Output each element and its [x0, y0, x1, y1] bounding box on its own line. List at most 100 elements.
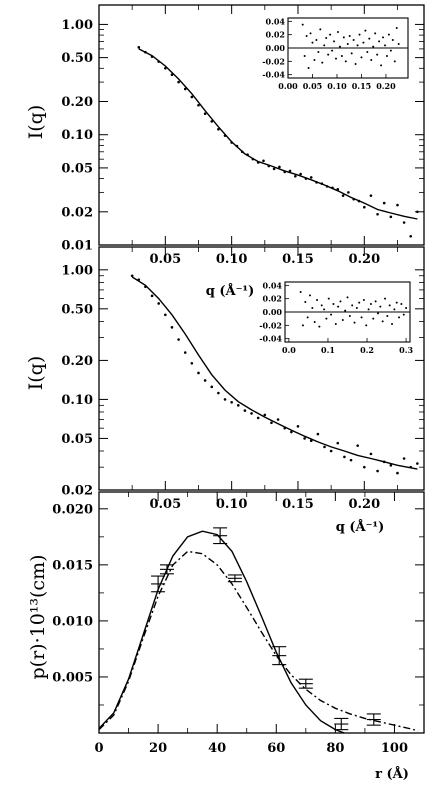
inset-data-point [338, 45, 341, 48]
data-point [363, 465, 366, 469]
y-tick-label: 0.01 [61, 239, 93, 254]
data-point [363, 205, 366, 209]
inset-data-point [376, 312, 379, 315]
data-point [304, 177, 308, 180]
y-tick-label: 0.010 [52, 614, 93, 629]
data-point [197, 371, 200, 375]
data-point [416, 210, 419, 214]
data-point [263, 413, 267, 417]
data-point [299, 172, 302, 176]
inset-data-point [387, 33, 390, 36]
inset-data-point [327, 53, 330, 56]
y-tick-label: 0.015 [52, 558, 93, 573]
data-point [270, 421, 273, 425]
data-point [416, 462, 419, 465]
data-point [382, 460, 386, 464]
x-tick-label: 100 [381, 741, 408, 756]
inset-data-point [303, 55, 306, 57]
inset-data-point [362, 41, 365, 44]
y-tick-label: 0.020 [52, 502, 93, 517]
inset-data-point [368, 37, 371, 40]
inset-data-point [374, 300, 377, 303]
inset-data-point [327, 297, 330, 300]
inset-data-point [315, 39, 318, 41]
data-point [336, 441, 340, 445]
plot-frame [98, 491, 425, 734]
data-point [315, 181, 318, 184]
inset-data-point [372, 45, 375, 48]
inset-data-point [382, 36, 385, 39]
inset-data-point [376, 53, 379, 56]
data-point [170, 326, 174, 329]
inset-data-point [362, 299, 365, 301]
data-point [210, 120, 214, 123]
inset-data-point [311, 41, 314, 44]
data-point [323, 445, 326, 449]
data-point [203, 112, 207, 116]
inset-data-point [369, 303, 372, 305]
inset-data-point [335, 57, 337, 60]
inset-data-point [331, 49, 334, 52]
data-point [267, 164, 271, 168]
inset-y-tick-label: 0.04 [263, 280, 283, 290]
inset-data-point [329, 33, 332, 36]
inset-data-point [341, 319, 344, 321]
data-point [177, 338, 180, 341]
inset-data-point [344, 309, 347, 312]
data-point [356, 444, 359, 447]
data-point [137, 278, 141, 281]
panel-top-scattering-intensity: 1.00 0.50 0.20 0.10 0.05 0.02 0.01 0.05 0.10 0.15… [61, 4, 425, 267]
data-point [130, 274, 134, 278]
inset-data-point [391, 39, 394, 41]
data-point [256, 416, 260, 420]
inset-data-point [319, 28, 322, 31]
inset-data-point [379, 305, 382, 308]
inset-data-point [304, 301, 307, 303]
y-tick-label: 0.02 [61, 484, 93, 499]
data-point [347, 191, 350, 194]
data-point [157, 60, 160, 63]
inset-data-point [313, 321, 316, 323]
inset-data-point [351, 304, 354, 307]
data-point [303, 437, 306, 440]
data-point [396, 203, 399, 207]
inset-x-tick-label: 0.3 [399, 345, 413, 355]
pr-curve-solid [98, 530, 345, 734]
inset-y-tick-label: 0.02 [263, 294, 282, 304]
x-tick-label: 40 [208, 741, 226, 756]
y-tick-label: 0.20 [61, 354, 93, 369]
panel-bottom-distance-distribution: 0.020 0.015 0.010 0.005 0 20 40 60 80 100 [52, 491, 425, 756]
inset-data-point [358, 301, 361, 304]
plot-frame [98, 246, 425, 491]
data-point [278, 165, 281, 169]
inset-data-point [372, 317, 375, 320]
inset-y-tick-label: -0.02 [259, 320, 282, 330]
inset-data-point [370, 59, 373, 61]
inset-data-point [350, 52, 353, 55]
data-point [183, 87, 187, 91]
data-point [329, 449, 333, 453]
data-point [369, 194, 373, 197]
y-tick-label: 0.50 [61, 302, 93, 317]
inset-data-point [348, 315, 351, 317]
data-point [217, 391, 220, 395]
y-tick-label: 1.00 [61, 263, 93, 278]
inset-y-tick-label: -0.04 [262, 70, 285, 80]
inset-y-tick-label: 0.02 [266, 30, 285, 40]
x-tick-label: 0.10 [216, 252, 248, 267]
y-tick-label: 0.10 [61, 128, 93, 143]
inset-data-point [384, 297, 386, 300]
inset-data-point [299, 291, 302, 293]
inset-data-point [360, 56, 363, 59]
inset-data-point [354, 63, 357, 65]
data-point [376, 469, 379, 473]
inset-data-point [405, 307, 408, 309]
inset-data-point [313, 59, 316, 61]
inset-y-tick-label: -0.02 [262, 56, 285, 66]
data-point [272, 167, 276, 171]
x-tick-label: 80 [326, 741, 344, 756]
inset-data-point [320, 304, 323, 307]
data-point [288, 169, 292, 173]
inset-data-point [358, 33, 361, 36]
mid-x-axis-label-inner: q (Å⁻¹) [206, 283, 255, 299]
